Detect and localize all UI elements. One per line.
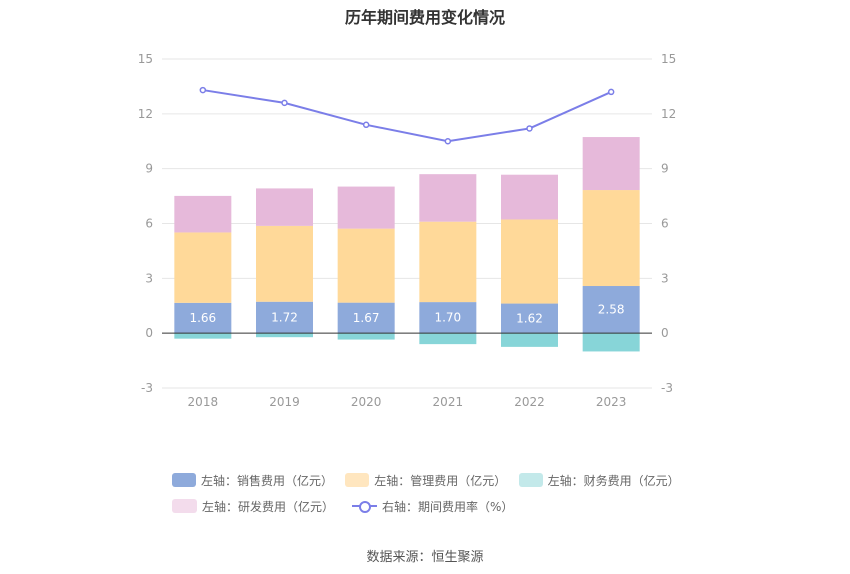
bar-rd (337, 186, 395, 229)
x-tick-label: 2021 (433, 395, 464, 409)
right-tick-label: 15 (661, 52, 676, 66)
legend-item-finance[interactable]: 左轴：财务费用（亿元） (518, 472, 680, 489)
bar-sales (582, 286, 640, 334)
bar-rd (256, 188, 313, 226)
bar-data-label: 1.70 (434, 311, 461, 325)
legend-item-rd[interactable]: 左轴：研发费用（亿元） (172, 498, 334, 515)
x-tick-label: 2020 (351, 395, 382, 409)
bar-labels: 1.66 1.72 1.67 1.70 1.62 2.58 (189, 303, 624, 326)
bar-sales (256, 301, 313, 334)
bar-data-label: 2.58 (598, 303, 625, 317)
rate-point (281, 99, 288, 107)
left-tick-label: 15 (138, 52, 153, 66)
bar-admin (337, 228, 395, 303)
legend-swatch-finance (518, 473, 543, 487)
left-tick-label: -3 (141, 381, 153, 395)
bar-admin (582, 190, 640, 287)
x-tick-label: 2023 (596, 395, 627, 409)
bar-data-label: 1.67 (353, 311, 380, 325)
rate-line-series (199, 86, 615, 145)
legend-item-rate[interactable]: 右轴：期间费用率（%） (352, 498, 513, 515)
legend-label-rate: 右轴：期间费用率（%） (382, 499, 514, 514)
bar-admin (174, 232, 232, 303)
rate-point (444, 138, 452, 145)
legend-label-admin: 左轴：管理费用（亿元） (374, 473, 507, 488)
right-tick-label: 9 (661, 162, 669, 176)
bar-data-label: 1.72 (271, 310, 298, 324)
bar-finance (337, 333, 395, 340)
legend-label-sales: 左轴：销售费用（亿元） (200, 473, 333, 488)
bar-finance (501, 333, 558, 347)
legend: 左轴：销售费用（亿元） 左轴：管理费用（亿元） 左轴：财务费用（亿元） 左轴：研… (172, 472, 692, 524)
bar-finance (419, 333, 477, 345)
bar-series (174, 137, 640, 352)
legend-item-sales[interactable]: 左轴：销售费用（亿元） (172, 472, 333, 489)
source-note: 数据来源：恒生聚源 (366, 550, 484, 565)
bar-rd (419, 174, 477, 222)
rate-point (362, 121, 370, 129)
right-tick-label: -3 (661, 381, 673, 395)
left-tick-label: 0 (145, 326, 153, 340)
x-tick-label: 2019 (269, 395, 300, 409)
legend-swatch-rd (172, 499, 197, 513)
chart-title: 历年期间费用变化情况 (344, 8, 505, 27)
bar-data-label: 1.66 (189, 311, 216, 325)
legend-swatch-admin (345, 473, 370, 487)
bar-sales (419, 302, 477, 334)
x-tick-label: 2018 (188, 395, 219, 409)
bar-admin (419, 221, 477, 303)
left-tick-label: 3 (145, 271, 153, 285)
bar-data-label: 1.62 (516, 311, 543, 325)
grid-lines (162, 58, 652, 389)
bar-rd (174, 195, 232, 233)
bar-sales (174, 302, 232, 334)
legend-line-icon (352, 499, 378, 513)
left-tick-label: 12 (138, 107, 153, 121)
right-tick-label: 3 (661, 271, 669, 285)
bar-admin (501, 219, 558, 304)
right-axis: 15 12 9 6 3 0 -3 (661, 52, 676, 395)
x-axis: 2018 2019 2020 2021 2022 2023 (188, 395, 627, 409)
bar-rd (501, 174, 558, 220)
left-tick-label: 9 (145, 162, 153, 176)
legend-label-finance: 左轴：财务费用（亿元） (547, 473, 680, 488)
bar-sales (337, 302, 395, 334)
right-tick-label: 6 (661, 217, 669, 231)
left-tick-label: 6 (145, 217, 153, 231)
legend-swatch-sales (172, 473, 196, 487)
left-axis: 15 12 9 6 3 0 -3 (138, 52, 153, 395)
x-tick-label: 2022 (514, 395, 545, 409)
legend-label-rd: 左轴：研发费用（亿元） (202, 499, 335, 514)
legend-item-admin[interactable]: 左轴：管理费用（亿元） (345, 472, 507, 489)
bar-sales (501, 303, 558, 334)
rate-point (607, 88, 615, 96)
bar-finance (174, 333, 232, 339)
rate-point (199, 86, 207, 94)
bar-admin (256, 225, 313, 302)
rate-point (526, 125, 533, 132)
right-tick-label: 12 (661, 107, 676, 121)
rate-line (202, 89, 612, 143)
bar-finance (582, 333, 640, 352)
right-tick-label: 0 (661, 326, 669, 340)
bar-rd (582, 137, 640, 191)
bar-finance (256, 333, 313, 338)
